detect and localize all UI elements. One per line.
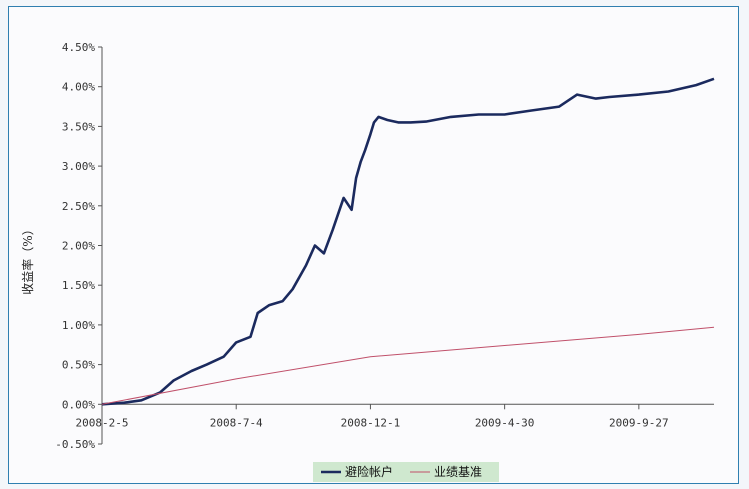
legend-label-series-1: 业绩基准 (434, 465, 482, 479)
y-axis: -0.50% 0.00% 0.50% 1.00% 1.50% 2.00% 2.50% 3.00… (55, 41, 103, 451)
x-tick-label: 2008-12-1 (341, 416, 401, 429)
y-tick-label: 4.50% (62, 41, 95, 54)
y-tick-label: 1.50% (62, 279, 95, 292)
y-tick-label: 4.00% (62, 81, 95, 94)
y-tick-label: -0.50% (55, 438, 95, 451)
series-line-0 (101, 77, 715, 406)
legend: 避险帐户 业绩基准 (313, 462, 499, 482)
legend-label-series-0: 避险帐户 (345, 464, 393, 479)
x-tick-label: 2008-7-4 (210, 416, 263, 429)
line-chart: -0.50% 0.00% 0.50% 1.00% 1.50% 2.00% 2.50% 3.00… (20, 41, 715, 482)
y-tick-label: 1.00% (62, 319, 95, 332)
y-tick-label: 0.50% (62, 359, 95, 372)
y-tick-label: 0.00% (62, 398, 95, 411)
y-tick-label: 3.50% (62, 120, 95, 133)
legend-background (313, 462, 499, 482)
chart-frame: -0.50% 0.00% 0.50% 1.00% 1.50% 2.00% 2.50% 3.00… (8, 6, 739, 484)
x-axis: 2008-2-5 2008-7-4 2008-12-1 2009-4-30 2009-9… (76, 403, 714, 429)
y-tick-label: 2.50% (62, 200, 95, 213)
x-tick-label: 2009-9-27 (609, 416, 669, 429)
y-axis-label: 收益率（%） (20, 223, 35, 294)
y-tick-label: 3.00% (62, 160, 95, 173)
x-tick-label: 2008-2-5 (76, 416, 129, 429)
y-tick-label: 2.00% (62, 240, 95, 253)
series-line-1 (101, 326, 715, 405)
series-layer (101, 77, 715, 406)
x-tick-label: 2009-4-30 (475, 416, 535, 429)
